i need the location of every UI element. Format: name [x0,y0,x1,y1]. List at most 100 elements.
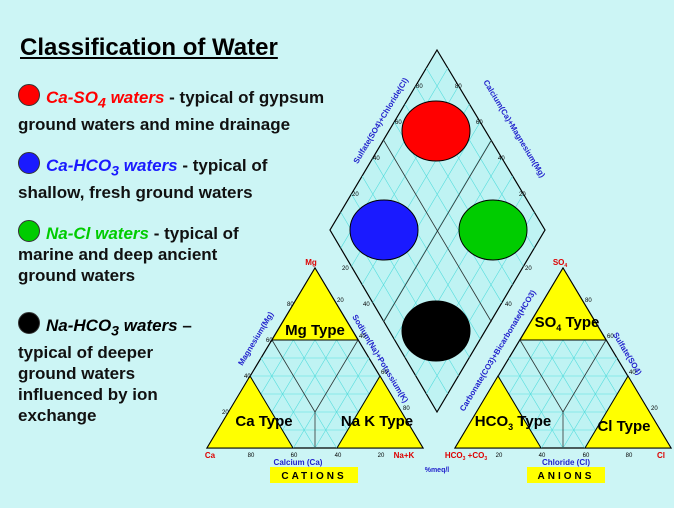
so4-type-suffix: Type [561,314,599,331]
cations-footer-bg [270,467,358,483]
anion-right-tick-1: 60 [607,334,614,340]
cl-type-zone [584,375,672,449]
ca-hco3-circle [349,199,419,261]
axis-chloride: Chloride (Cl) [542,458,590,467]
corner-so4-sub: 4 [564,263,567,269]
diamond-left-tick-1: 40 [373,156,380,162]
grid-line [260,357,316,449]
legend-name-suffix: waters [119,156,178,175]
legend-desc: ground waters and mine drainage [18,115,291,135]
grid-line [530,321,607,449]
mg-type-zone [271,267,359,341]
legend-item-ca-hco3: Ca-HCO3 waters - typical of shallow, fre… [18,152,267,203]
hco3-type-sub: 3 [508,422,513,432]
legend-desc: - typical of [177,156,268,175]
so4-type-zone [519,267,607,341]
anion-bottom-tick-3: 80 [626,453,633,459]
corner-so4-text: SO [553,258,565,267]
cl-type-label: Cl Type [597,418,650,435]
corner-so4: SO4 [553,258,568,269]
legend-name: Ca-SO [46,88,98,107]
anion-right-tick-3: 20 [651,406,658,412]
corner-nak: Na+K [394,451,415,460]
anion-bottom-tick-1: 40 [539,453,546,459]
anion-tick-labels: 20 40 60 80 80 60 40 20 [496,298,659,459]
diamond-lower-left-tick-1: 40 [363,302,370,308]
corner-cl: Cl [657,451,665,460]
so4-type-sub: 4 [556,323,561,333]
cation-bottom-tick-3: 20 [378,453,385,459]
corner-hco3-co3: HCO3 +CO3 [445,451,487,462]
cation-right-tick-0: 20 [337,298,344,304]
anion-bottom-tick-0: 20 [496,453,503,459]
anion-right-tick-2: 40 [629,370,636,376]
diamond-right-tick-3: 20 [519,192,526,198]
legend-name: Na-Cl waters [46,224,149,243]
grid-line [508,357,564,449]
legend-desc: – [177,316,192,335]
hco3-type-suffix: Type [513,413,551,430]
diamond-left-tick-2: 60 [395,120,402,126]
cation-right-tick-2: 60 [381,370,388,376]
diamond-lower-left-tick-0: 20 [342,266,349,272]
cation-right-tick-3: 80 [403,406,410,412]
diamond-main-grid [383,139,492,323]
anions-footer-bg [527,467,605,483]
hco3-type-name: HCO [475,413,509,430]
cation-left-tick-1: 40 [244,374,251,380]
black-circle-icon [18,312,40,334]
ca-type-zone [206,375,294,449]
legend-desc: exchange [18,406,97,426]
cation-left-tick-3: 80 [287,302,294,308]
na-hco3-circle [401,300,471,362]
hco3-type-zone [454,375,542,449]
mg-type-label: Mg Type [285,322,345,339]
legend-name: Ca-HCO [46,156,112,175]
meq-unit-label: %meq/l [425,467,450,474]
anion-bottom-tick-2: 60 [583,453,590,459]
red-circle-icon [18,84,40,106]
cation-left-tick-2: 60 [266,338,273,344]
grid-line [372,157,481,340]
cation-division-lines [271,339,359,448]
grid-line [314,357,370,449]
cation-bottom-tick-2: 40 [335,453,342,459]
green-circle-icon [18,220,40,242]
na-cl-circle [458,199,528,261]
so4-type-name: SO [535,314,557,331]
axis-calcium: Calcium (Ca) [274,458,323,467]
corner-co-sub: 3 [463,456,466,462]
legend-desc: shallow, fresh ground waters [18,183,253,203]
so4-type-label: SO4 Type [535,314,600,333]
legend-name-suffix: waters [119,316,178,335]
legend-item-ca-so4: Ca-SO4 waters - typical of gypsum ground… [18,84,324,135]
legend-name-suffix: waters [105,88,165,107]
cation-bottom-tick-1: 60 [291,453,298,459]
legend-desc: marine and deep ancient [18,245,218,264]
nak-type-label: Na K Type [341,413,413,430]
anion-right-tick-0: 80 [585,298,592,304]
anions-footer: ANIONS [538,471,595,482]
cation-left-tick-0: 20 [222,410,229,416]
legend-name: Na-HCO [46,316,112,335]
legend-desc: typical of deeper [18,343,154,363]
corner-co-text: HCO [445,451,463,460]
grid-line [271,321,348,449]
legend-desc: - typical of gypsum [164,88,325,107]
corner-ca: Ca [205,451,216,460]
legend-desc: ground waters [18,266,136,285]
hco3-type-label: HCO3 Type [475,413,551,432]
nak-type-zone [336,375,424,449]
diamond-lower-right-tick-1: 40 [505,302,512,308]
legend-item-na-cl: Na-Cl waters - typical of marine and dee… [18,220,239,286]
cation-bottom-tick-0: 80 [248,453,255,459]
diamond-tick-labels: 20 40 60 80 80 60 40 20 20 40 20 40 [342,84,532,308]
legend-name-sub: 3 [111,163,120,180]
corner-co-rest: +CO [465,451,484,460]
legend-name-sub: 4 [97,95,106,112]
grid-line [519,321,596,449]
slide-title: Classification of Water [20,34,278,61]
diamond-right-tick-2: 40 [498,156,505,162]
